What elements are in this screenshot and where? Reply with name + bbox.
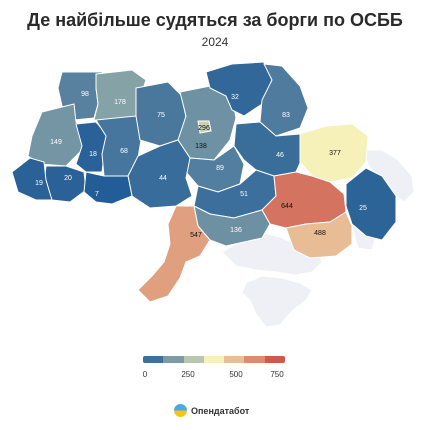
- region-ivano-frankivska: [83, 171, 133, 205]
- label-sumska: 83: [282, 112, 290, 119]
- scale-segment: [264, 356, 285, 363]
- label-poltavska: 46: [276, 152, 284, 159]
- label-chernivetska: 149: [50, 139, 62, 146]
- scale-segment: [183, 356, 204, 363]
- label-ternopilska: 18: [89, 151, 97, 158]
- scale-tick-500: 500: [229, 370, 243, 379]
- chart-title: Де найбільше судяться за борги по ОСББ: [27, 10, 403, 30]
- label-kyivska: 138: [195, 143, 207, 150]
- region-kyiv-city: [197, 120, 212, 134]
- opendatabot-logo-icon: [174, 404, 187, 417]
- label-kyiv-city: 296: [198, 125, 210, 132]
- label-kharkivska: 377: [329, 150, 341, 157]
- scale-segment: [203, 356, 225, 363]
- label-zhytomyrska: 75: [157, 112, 165, 119]
- brand-name: Опендатабот: [191, 405, 250, 416]
- color-scale-bar: [143, 356, 285, 363]
- label-zakarpatska: 19: [35, 180, 43, 187]
- label-mykolaivska: 136: [230, 227, 242, 234]
- chart-subtitle: 2024: [201, 35, 229, 49]
- label-rivnenska: 178: [114, 99, 126, 106]
- label-chernihivska: 32: [231, 94, 239, 101]
- region-kharkivska: [299, 123, 369, 183]
- region-sumska: [259, 63, 309, 137]
- scale-segment: [143, 356, 164, 363]
- region-odeska: [137, 205, 211, 303]
- label-odeska: 547: [190, 232, 202, 239]
- scale-segment: [224, 356, 245, 363]
- scale-segment: [244, 356, 265, 363]
- region-vinnytska: [127, 139, 193, 209]
- region-lvivska-west: [27, 103, 87, 167]
- scale-segment: [163, 356, 184, 363]
- scale-tick-750: 750: [270, 370, 284, 379]
- region-zakarpatska: [11, 157, 53, 201]
- label-volynska: 98: [81, 91, 89, 98]
- label-donetska: 25: [359, 205, 367, 212]
- label-khmelnytska: 68: [120, 148, 128, 155]
- label-vinnytska: 44: [159, 175, 167, 182]
- scale-tick-0: 0: [142, 370, 148, 379]
- region-crimea: [241, 275, 313, 328]
- region-zaporizka: [285, 211, 353, 259]
- region-donetska: [345, 167, 397, 241]
- region-chernihivska: [205, 61, 273, 117]
- brand[interactable]: Опендатабот: [174, 404, 249, 417]
- label-ivano-frankivska: 7: [95, 191, 99, 198]
- label-kirovohradska: 51: [240, 191, 248, 198]
- label-lvivska: 20: [64, 175, 72, 182]
- scale-tick-250: 250: [181, 370, 195, 379]
- label-cherkaska: 89: [216, 165, 224, 172]
- label-dnipropetrovska: 644: [281, 203, 293, 210]
- label-zaporizka: 488: [314, 230, 326, 237]
